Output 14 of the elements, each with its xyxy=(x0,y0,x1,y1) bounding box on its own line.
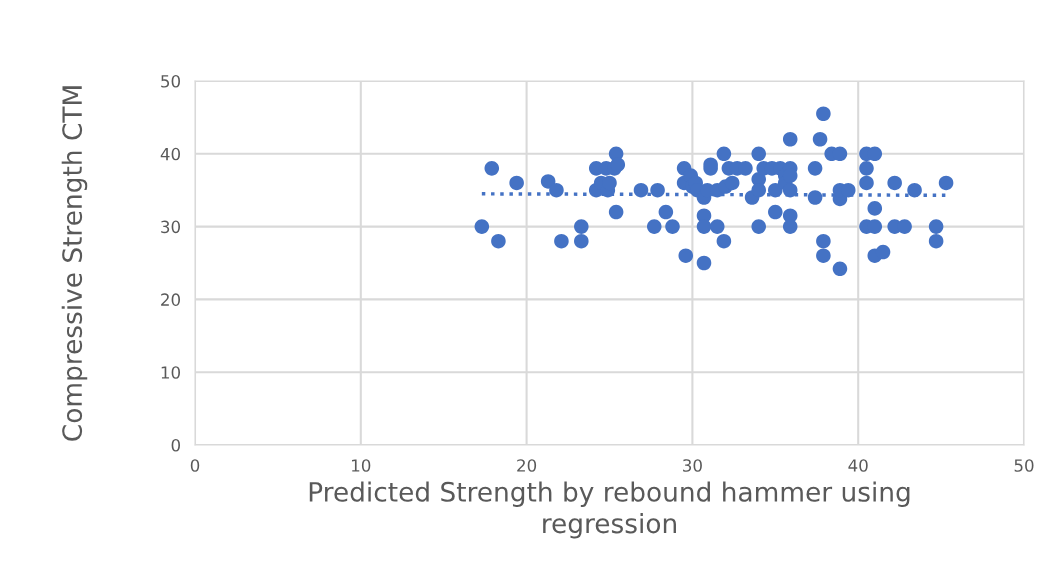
y-tick-label: 30 xyxy=(161,220,180,234)
y-tick-label: 10 xyxy=(161,366,180,379)
y-tick-label: 0 xyxy=(171,438,180,452)
x-tick-label: 40 xyxy=(848,459,868,472)
y-tick-label: 50 xyxy=(161,74,180,88)
x-tick-label: 50 xyxy=(1014,459,1034,472)
y-axis-title: Compressive Strength CTM xyxy=(61,86,88,441)
x-tick-label: 20 xyxy=(517,459,537,472)
x-tick-label: 0 xyxy=(190,459,200,472)
y-tick-label: 40 xyxy=(160,147,180,161)
x-tick-label: 10 xyxy=(352,459,371,472)
x-axis-title: Predicted Strength by rebound hammer using regression xyxy=(309,481,910,539)
y-tick-label: 20 xyxy=(161,293,180,306)
x-tick-label: 30 xyxy=(683,459,702,472)
